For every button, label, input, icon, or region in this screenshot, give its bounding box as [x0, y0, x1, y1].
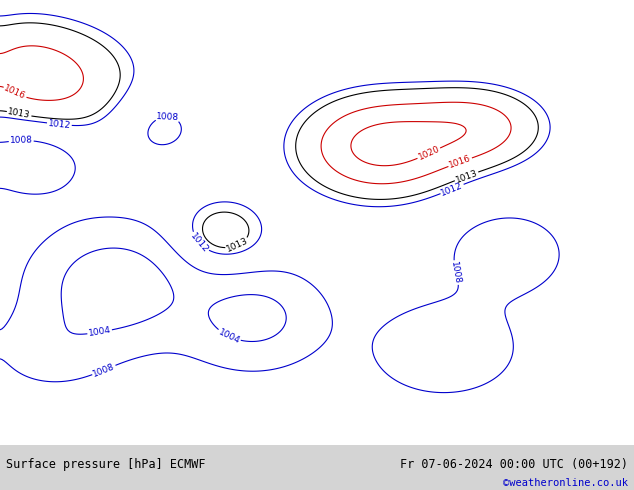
Text: 1012: 1012: [440, 180, 464, 197]
Text: 1008: 1008: [450, 261, 462, 285]
Text: 1013: 1013: [225, 236, 250, 254]
Text: 1008: 1008: [91, 362, 116, 379]
Text: 1012: 1012: [48, 119, 71, 130]
Text: 1004: 1004: [87, 326, 112, 338]
Text: Fr 07-06-2024 00:00 UTC (00+192): Fr 07-06-2024 00:00 UTC (00+192): [399, 458, 628, 470]
Text: 1016: 1016: [3, 84, 27, 101]
Text: 1004: 1004: [217, 327, 242, 345]
Text: 1013: 1013: [7, 107, 31, 121]
Text: 1008: 1008: [10, 136, 33, 145]
Text: 1013: 1013: [454, 168, 479, 184]
Text: 1008: 1008: [156, 112, 179, 122]
Text: Surface pressure [hPa] ECMWF: Surface pressure [hPa] ECMWF: [6, 458, 206, 470]
Text: ©weatheronline.co.uk: ©weatheronline.co.uk: [503, 478, 628, 488]
Text: 1012: 1012: [188, 231, 210, 254]
Text: 1016: 1016: [448, 154, 472, 170]
Text: 1020: 1020: [417, 145, 441, 162]
